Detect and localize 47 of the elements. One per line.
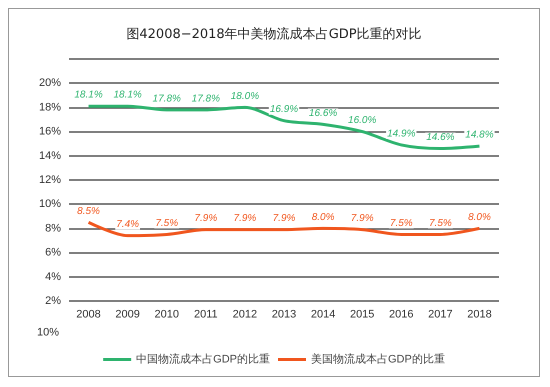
x-tick-label: 2018	[467, 308, 492, 320]
x-tick-label: 2008	[76, 308, 101, 320]
x-tick-label: 2016	[389, 308, 414, 320]
data-label: 16.0%	[348, 115, 376, 126]
data-label: 8.0%	[312, 212, 335, 223]
y-tick-label: 6%	[45, 246, 62, 259]
y-tick-label: 18%	[38, 101, 62, 114]
data-label: 8.0%	[468, 212, 491, 223]
data-label: 14.6%	[426, 132, 455, 144]
y-tick-label: 16%	[38, 126, 62, 138]
data-label: 16.6%	[308, 108, 338, 119]
data-label: 7.9%	[194, 213, 218, 224]
x-tick-label: 2015	[350, 308, 374, 320]
y-tick-label: 14%	[38, 150, 62, 162]
legend-label: 美国物流成本占GDP的比重	[311, 352, 445, 366]
data-label: 7.5%	[390, 218, 413, 229]
x-tick-label: 2013	[272, 308, 296, 320]
x-tick-label: 2009	[115, 308, 140, 320]
x-tick-label: 2014	[310, 308, 336, 320]
data-label: 18.0%	[230, 90, 260, 102]
y-tick-label: 12%	[38, 174, 62, 186]
line-series	[87, 220, 481, 238]
y-tick-label: 10%	[38, 198, 62, 210]
data-label: 14.9%	[387, 128, 416, 140]
y-tick-label: 20%	[38, 77, 62, 90]
y-tick-label: 2%	[45, 295, 62, 307]
data-label: 17.8%	[192, 93, 220, 104]
x-tick-label: 2017	[428, 308, 453, 320]
x-tick-label: 2010	[154, 308, 179, 320]
chart-title: 图42008−2018年中美物流成本占GDP比重的对比	[126, 26, 422, 42]
data-label: 16.9%	[270, 104, 298, 116]
x-tick-label: 2012	[232, 308, 258, 320]
data-label: 14.8%	[465, 130, 494, 141]
data-label: 7.4%	[116, 219, 140, 230]
data-label: 7.9%	[234, 213, 256, 224]
x-tick-label: 2011	[194, 308, 218, 320]
data-label: 18.1%	[113, 90, 142, 101]
data-label: 18.1%	[74, 90, 103, 101]
data-label: 17.8%	[152, 93, 182, 104]
data-label: 7.5%	[155, 218, 178, 229]
data-label: 7.9%	[272, 213, 296, 224]
legend-label: 中国物流成本占GDP的比重	[136, 352, 270, 366]
y-tick-label: 4%	[45, 270, 62, 283]
data-label: 8.5%	[77, 206, 100, 217]
data-label: 7.5%	[428, 218, 452, 229]
y-tick-label: 8%	[45, 222, 62, 234]
data-label: 7.9%	[350, 213, 374, 224]
